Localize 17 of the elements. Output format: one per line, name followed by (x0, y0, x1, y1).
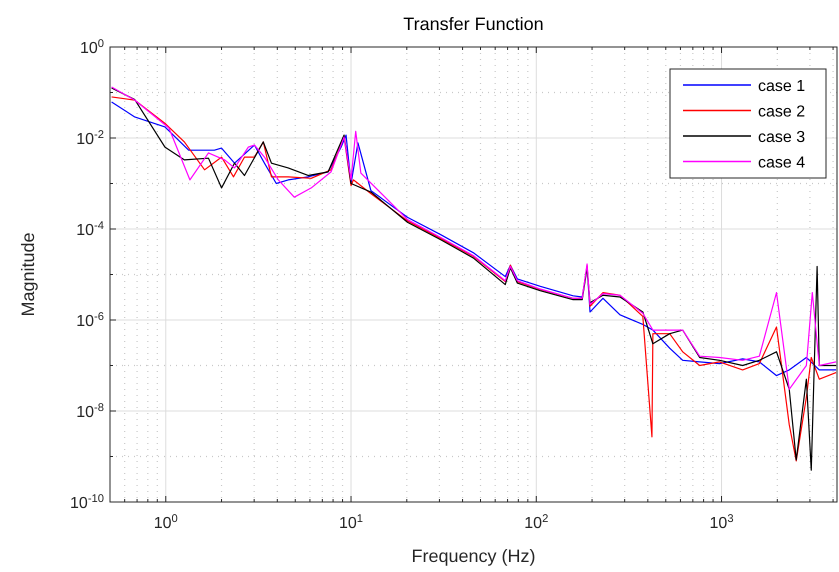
x-tick-label: 10$^{0}$ (154, 513, 178, 532)
legend-label: case 1 (758, 78, 806, 95)
y-tick-label: 10$^{-10}$ (70, 493, 104, 512)
legend-label: case 2 (758, 104, 806, 120)
y-tick-label: 10$^{-2}$ (76, 129, 104, 148)
y-tick-label: 10$^{0}$ (80, 38, 104, 57)
chart-title: Transfer Function (403, 14, 544, 34)
y-tick-label: 10$^{-8}$ (76, 402, 104, 421)
legend-label: case 3 (758, 129, 806, 146)
x-tick-label: 10$^{2}$ (524, 513, 548, 532)
x-tick-label: 10$^{3}$ (710, 513, 734, 532)
y-tick-label: 10$^{-4}$ (76, 220, 104, 239)
x-tick-label: 10$^{1}$ (339, 513, 364, 532)
legend-label: case 4 (758, 154, 806, 172)
y-axis-title: Magnitude (18, 232, 38, 317)
x-axis-title: Frequency (Hz) (411, 546, 536, 566)
y-tick-label: 10$^{-6}$ (76, 311, 104, 330)
